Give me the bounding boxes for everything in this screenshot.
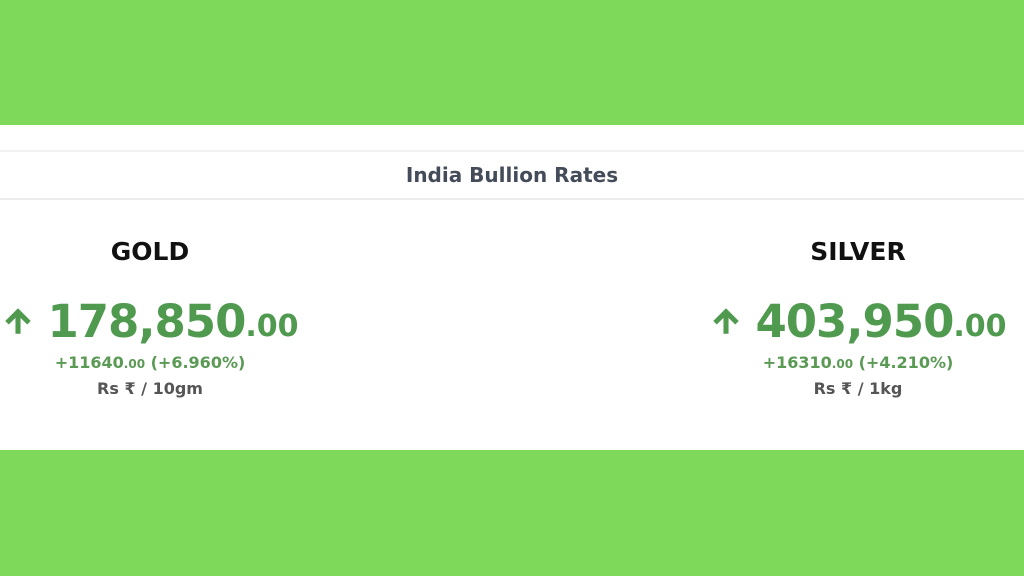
price: 403,950.00 bbox=[688, 291, 1024, 351]
price-integer: 178,850 bbox=[47, 294, 246, 348]
metal-name: SILVER bbox=[810, 237, 906, 266]
price-decimal: .00 bbox=[245, 308, 299, 344]
bullion-rates-panel: India Bullion Rates GOLD 178,850.00 +116… bbox=[0, 125, 1024, 450]
change-integer: +16310 bbox=[762, 353, 832, 372]
change-percent: (+6.960%) bbox=[145, 353, 246, 372]
arrow-up-icon bbox=[5, 308, 32, 334]
price: 178,850.00 bbox=[0, 291, 320, 351]
change-decimal: .00 bbox=[123, 357, 146, 371]
arrow-up-icon bbox=[713, 308, 740, 334]
gold-rate-card: GOLD 178,850.00 +11640.00 (+6.960%) Rs ₹… bbox=[0, 233, 320, 398]
change-percent: (+4.210%) bbox=[853, 353, 954, 372]
silver-rate-card: SILVER 403,950.00 +16310.00 (+4.210%) Rs… bbox=[688, 233, 1024, 398]
price-decimal: .00 bbox=[953, 308, 1007, 344]
price-change: +11640.00 (+6.960%) bbox=[0, 353, 320, 372]
panel-header: India Bullion Rates bbox=[0, 150, 1024, 200]
metal-name: GOLD bbox=[110, 237, 190, 266]
page-title: India Bullion Rates bbox=[405, 163, 619, 187]
unit: Rs ₹ / 1kg bbox=[813, 379, 903, 398]
price-integer: 403,950 bbox=[755, 294, 954, 348]
change-integer: +11640 bbox=[54, 353, 124, 372]
price-change: +16310.00 (+4.210%) bbox=[688, 353, 1024, 372]
unit: Rs ₹ / 10gm bbox=[97, 379, 203, 398]
change-decimal: .00 bbox=[831, 357, 854, 371]
